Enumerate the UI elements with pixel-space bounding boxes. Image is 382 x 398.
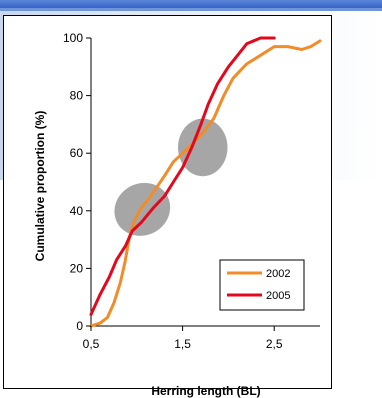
chart-frame: 0 20 40 60 80 100 0,5 1,5 2,5 2002 2005 Cumulativ… — [3, 15, 332, 398]
tick-layer: 0 20 40 60 80 100 0,5 1,5 2,5 — [63, 31, 283, 351]
x-tick-label: 0,5 — [83, 337, 100, 351]
legend: 2002 2005 — [219, 259, 305, 311]
annotation-layer — [114, 118, 228, 236]
y-axis-label: Cumulative proportion (%) — [33, 110, 47, 262]
y-tick-label: 60 — [70, 146, 84, 160]
series-layer — [89, 36, 322, 328]
series-line-2005 — [89, 36, 276, 316]
x-axis-label: Herring length (BL) — [151, 384, 261, 398]
legend-label-2005: 2005 — [266, 290, 290, 302]
y-tick-label: 80 — [70, 89, 84, 103]
x-tick-label: 1,5 — [174, 337, 191, 351]
slide-header-line — [0, 8, 382, 11]
legend-label-2002: 2002 — [266, 268, 290, 280]
y-tick-label: 0 — [76, 319, 83, 333]
series-line-2002 — [89, 39, 322, 328]
slide-header-band — [0, 0, 382, 10]
y-tick-label: 100 — [63, 31, 83, 45]
y-tick-label: 20 — [70, 261, 84, 275]
x-tick-label: 2,5 — [266, 337, 283, 351]
cumulative-length-chart: 0 20 40 60 80 100 0,5 1,5 2,5 2002 2005 — [63, 31, 322, 351]
y-tick-label: 40 — [70, 204, 84, 218]
legend-box — [219, 259, 305, 311]
overlap-ellipse-2 — [178, 118, 228, 177]
